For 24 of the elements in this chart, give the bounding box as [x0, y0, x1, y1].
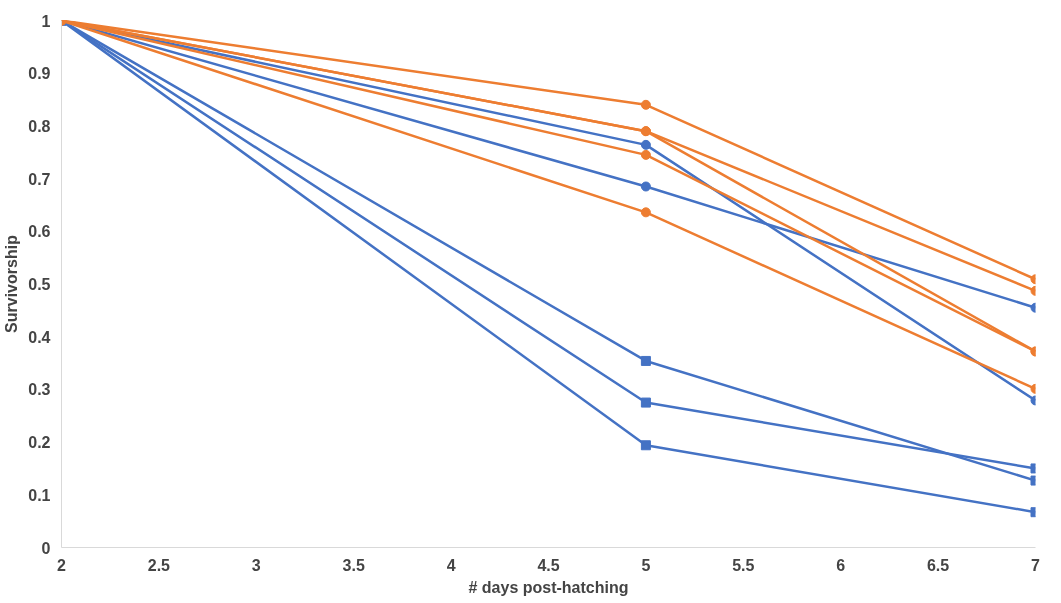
x-tick-label: 4 — [446, 556, 456, 574]
x-tick-label: 5.5 — [732, 556, 755, 574]
y-tick-label: 0 — [41, 539, 51, 557]
x-tick-label: 6 — [836, 556, 846, 574]
y-tick-label: 0.1 — [28, 486, 51, 504]
x-tick-label: 3.5 — [342, 556, 365, 574]
y-tick-label: 0.7 — [28, 170, 51, 188]
x-tick-label: 5 — [641, 556, 651, 574]
x-tick-label: 7 — [1031, 556, 1041, 574]
y-tick-label: 0.3 — [28, 381, 51, 399]
y-tick-label: 1 — [41, 12, 51, 30]
y-axis-title: Survivorship — [3, 234, 21, 333]
y-tick-label: 0.8 — [28, 117, 51, 135]
x-tick-label: 3 — [251, 556, 261, 574]
x-tick-label: 2.5 — [147, 556, 171, 574]
y-tick-label: 0.5 — [28, 276, 51, 293]
y-tick-label: 0.4 — [28, 328, 51, 346]
y-tick-label: 0.6 — [28, 223, 51, 241]
x-tick-label: 4.5 — [537, 556, 560, 574]
y-tick-label: 0.9 — [28, 65, 51, 83]
y-tick-label: 0.2 — [28, 434, 51, 452]
x-tick-label: 6.5 — [926, 556, 950, 574]
x-tick-label: 2 — [57, 556, 67, 574]
x-axis-title: # days post-hatching — [468, 578, 629, 596]
